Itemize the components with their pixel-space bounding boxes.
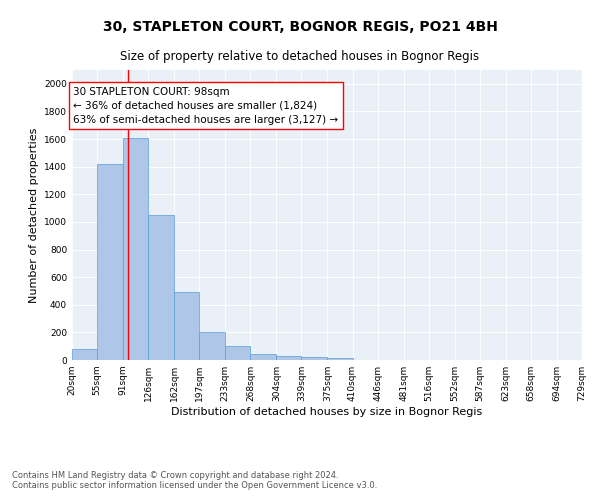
- Bar: [97, 164, 123, 360]
- Text: 30 STAPLETON COURT: 98sqm
← 36% of detached houses are smaller (1,824)
63% of se: 30 STAPLETON COURT: 98sqm ← 36% of detac…: [73, 86, 338, 124]
- Text: 30, STAPLETON COURT, BOGNOR REGIS, PO21 4BH: 30, STAPLETON COURT, BOGNOR REGIS, PO21 …: [103, 20, 497, 34]
- Text: Size of property relative to detached houses in Bognor Regis: Size of property relative to detached ho…: [121, 50, 479, 63]
- Bar: [250, 354, 276, 360]
- Bar: [199, 332, 225, 360]
- Bar: [225, 346, 250, 360]
- X-axis label: Distribution of detached houses by size in Bognor Regis: Distribution of detached houses by size …: [172, 407, 482, 417]
- Y-axis label: Number of detached properties: Number of detached properties: [29, 128, 38, 302]
- Bar: [328, 358, 353, 360]
- Bar: [174, 292, 199, 360]
- Text: Contains HM Land Registry data © Crown copyright and database right 2024.
Contai: Contains HM Land Registry data © Crown c…: [12, 470, 377, 490]
- Bar: [72, 349, 97, 360]
- Bar: [301, 357, 328, 360]
- Bar: [123, 138, 148, 360]
- Bar: [276, 356, 301, 360]
- Bar: [148, 215, 174, 360]
